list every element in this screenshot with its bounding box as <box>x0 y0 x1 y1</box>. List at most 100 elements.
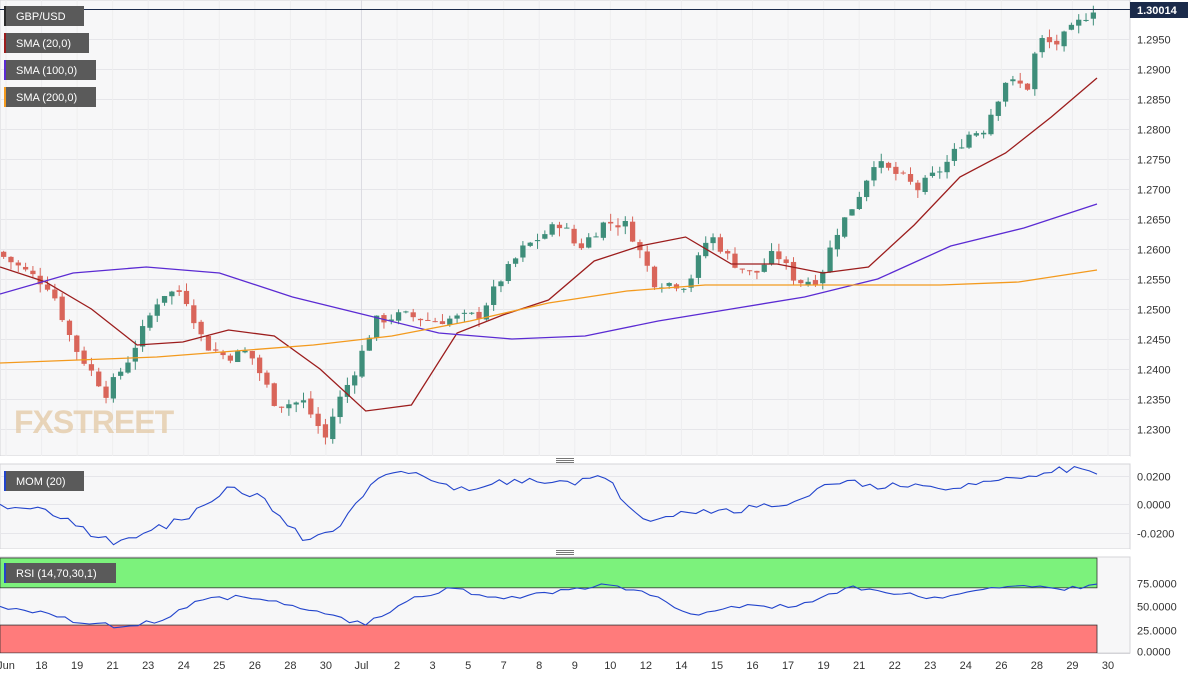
price-tick-label: 1.2700 <box>1137 185 1171 197</box>
candle-body <box>110 377 116 399</box>
candle-body <box>754 270 760 273</box>
candle-body <box>271 383 277 406</box>
legend-rsi[interactable]: RSI (14,70,30,1) <box>4 563 116 583</box>
candle-body <box>856 196 862 209</box>
price-tick-label: 1.2750 <box>1137 155 1171 167</box>
x-tick-label: 25 <box>213 660 225 672</box>
x-axis: Jun181921232425262830Jul2357891012141516… <box>0 653 1130 672</box>
candle-body <box>447 318 453 325</box>
x-tick-label: 30 <box>320 660 332 672</box>
candle-body <box>966 134 972 148</box>
candle-body <box>973 133 979 136</box>
last-price-badge: 1.30014 <box>1130 2 1188 18</box>
candle-body <box>191 305 197 324</box>
x-tick-label: 23 <box>924 660 936 672</box>
candle-body <box>505 264 511 282</box>
candle-body <box>586 237 592 248</box>
candle-body <box>695 255 702 278</box>
candle-body <box>59 296 65 321</box>
momentum-pane: 0.0200 0.0000 -0.0200 MOM (20) <box>0 463 1174 550</box>
x-tick-label: 23 <box>142 660 154 672</box>
candle-body <box>1068 24 1075 30</box>
candle-body <box>564 227 570 229</box>
legend-sma100[interactable]: SMA (100,0) <box>4 60 96 80</box>
legend-mom[interactable]: MOM (20) <box>4 471 84 491</box>
candle-body <box>286 404 292 409</box>
candle-body <box>176 290 182 292</box>
legend-sma20-box <box>4 33 89 53</box>
legend-sma20-marker <box>4 33 6 53</box>
legend-sma200-marker <box>4 87 6 107</box>
candle-body <box>629 221 636 242</box>
candle-body <box>871 167 877 181</box>
pane-resize-handle-2[interactable] <box>0 549 1130 557</box>
candle-body <box>147 315 153 328</box>
legend-sma200-box <box>4 87 96 107</box>
x-tick-label: 14 <box>675 660 687 672</box>
legend-mom-label: MOM (20) <box>16 476 66 488</box>
candle-body <box>74 335 80 352</box>
legend-mom-box <box>4 471 84 491</box>
rsi-tick-label: 0.0000 <box>1137 647 1171 659</box>
candle-body <box>929 172 936 176</box>
candle-body <box>410 312 416 318</box>
candle-body <box>827 247 833 273</box>
candle-body <box>198 321 204 335</box>
x-tick-label: 16 <box>746 660 758 672</box>
candle-body <box>213 349 219 351</box>
candle-body <box>820 271 826 284</box>
candle-body <box>461 312 468 314</box>
candle-body <box>469 312 475 314</box>
candle-body <box>600 222 606 238</box>
candle-body <box>556 224 563 229</box>
x-tick-label: 9 <box>572 660 578 672</box>
x-tick-label: 19 <box>71 660 83 672</box>
sma200-line <box>0 269 1098 364</box>
rsi-overbought-zone <box>0 557 1098 589</box>
x-tick-label: Jul <box>354 660 368 672</box>
candle-body <box>608 221 614 224</box>
candle-body <box>995 101 1001 116</box>
candle-body <box>937 171 943 173</box>
x-tick-label: 28 <box>1031 660 1043 672</box>
price-tick-label: 1.2600 <box>1137 245 1171 257</box>
candle-body <box>981 132 987 135</box>
candle-body <box>885 162 892 168</box>
candle-body <box>30 270 36 275</box>
candle-body <box>688 278 694 288</box>
last-price-badge-box <box>1130 2 1188 18</box>
candle-body <box>732 253 738 268</box>
rsi-pane: 75.0000 50.0000 25.0000 0.0000 RSI (14,70,3… <box>0 556 1177 659</box>
candle-body <box>8 256 14 263</box>
candle-body <box>330 416 336 440</box>
price-tick-label: 1.2500 <box>1137 305 1171 317</box>
legend-symbol[interactable]: GBP/USD <box>4 6 84 26</box>
pane-resize-handle-1[interactable] <box>0 456 1130 464</box>
x-tick-label: 21 <box>107 660 119 672</box>
legend-sma20[interactable]: SMA (20,0) <box>4 33 89 53</box>
candle-body <box>388 319 394 321</box>
candle-body <box>169 291 175 297</box>
rsi-y-axis: 75.0000 50.0000 25.0000 0.0000 <box>1137 579 1177 659</box>
candle-body <box>761 264 767 272</box>
candle-body <box>717 237 723 252</box>
candle-body <box>907 174 914 182</box>
legend-sma20-label: SMA (20,0) <box>16 38 71 50</box>
legend-sma200-label: SMA (200,0) <box>16 92 77 104</box>
candle-body <box>1010 79 1016 82</box>
legend-sma200[interactable]: SMA (200,0) <box>4 87 96 107</box>
candles <box>1 5 1096 445</box>
mom-tick-label: -0.0200 <box>1137 529 1174 541</box>
price-tick-label: 1.2400 <box>1137 365 1171 377</box>
candle-body <box>432 321 438 323</box>
candle-body <box>88 364 95 371</box>
candle-body <box>842 217 848 237</box>
candle-body <box>161 296 168 303</box>
candle-body <box>1090 12 1096 19</box>
rsi-tick-label: 75.0000 <box>1137 579 1177 591</box>
price-tick-label: 1.2800 <box>1137 125 1171 137</box>
candle-body <box>66 320 73 335</box>
x-tick-label: 29 <box>1066 660 1078 672</box>
candle-body <box>725 251 731 254</box>
